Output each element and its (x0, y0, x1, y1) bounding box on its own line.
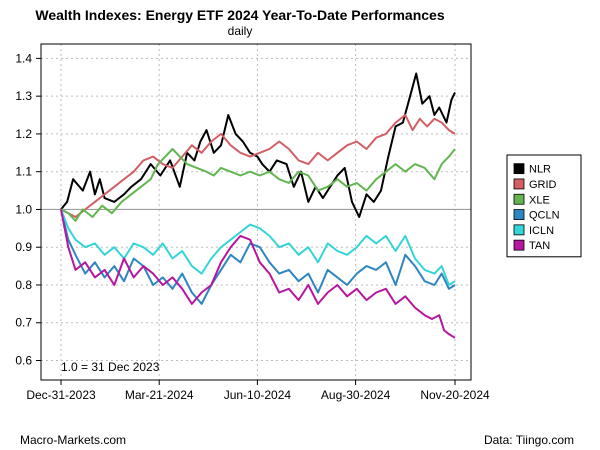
legend-swatch-qcln (513, 209, 525, 220)
legend-label-qcln: QCLN (529, 210, 560, 222)
legend-label-nlr: NLR (529, 164, 551, 176)
y-tick-label: 1.2 (15, 127, 32, 141)
series-line-nlr (60, 72, 456, 218)
legend: NLR GRID XLE QCLN ICLN TAN (506, 154, 582, 258)
legend-label-icln: ICLN (529, 225, 554, 237)
y-tick-label: 1.1 (15, 165, 32, 179)
legend-swatch-grid (513, 178, 525, 190)
legend-swatch-icln (513, 224, 525, 236)
source-right: Data: Tiingo.com (484, 433, 574, 447)
grid (41, 44, 471, 380)
plot-frame (40, 43, 472, 381)
series-line-xle (60, 148, 456, 222)
legend-swatch-nlr (513, 163, 525, 175)
chart-title: Wealth Indexes: Energy ETF 2024 Year-To-… (35, 7, 444, 23)
legend-swatch-xle (513, 193, 525, 205)
chart-subtitle: daily (228, 24, 253, 38)
x-tick-label: Dec-31-2023 (26, 388, 96, 402)
y-tick-label: 0.9 (15, 240, 32, 254)
series-group (60, 72, 456, 339)
y-tick-label: 0.8 (15, 278, 32, 292)
legend-label-grid: GRID (529, 179, 557, 191)
baseline-note: 1.0 = 31 Dec 2023 (61, 360, 160, 374)
series-line-tan (60, 209, 456, 339)
y-tick-label: 0.6 (15, 354, 32, 368)
series-line-qcln (60, 209, 456, 305)
x-tick-label: Mar-21-2024 (125, 388, 194, 402)
x-tick-label: Aug-30-2024 (321, 388, 391, 402)
x-axis: Dec-31-2023 Mar-21-2024 Jun-10-2024 Aug-30-… (26, 380, 490, 402)
source-left: Macro-Markets.com (20, 433, 126, 447)
legend-label-xle: XLE (529, 194, 550, 206)
y-tick-label: 1.3 (15, 89, 32, 103)
series-line-grid (60, 114, 456, 218)
y-axis: 0.6 0.7 0.8 0.9 1.0 1.1 1.2 1.3 1.4 (15, 51, 41, 368)
y-tick-label: 0.7 (15, 316, 32, 330)
y-tick-label: 1.0 (15, 202, 32, 216)
x-tick-label: Nov-20-2024 (420, 388, 490, 402)
legend-label-tan: TAN (529, 240, 550, 252)
legend-swatch-tan (513, 239, 525, 251)
x-tick-label: Jun-10-2024 (224, 388, 292, 402)
y-tick-label: 1.4 (15, 51, 32, 65)
